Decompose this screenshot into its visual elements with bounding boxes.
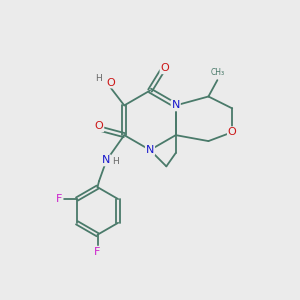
Text: O: O xyxy=(106,77,115,88)
Text: F: F xyxy=(56,194,62,204)
Text: O: O xyxy=(228,127,237,137)
Text: F: F xyxy=(94,247,101,256)
Text: N: N xyxy=(146,145,154,155)
Text: N: N xyxy=(102,155,111,165)
Text: H: H xyxy=(112,158,119,166)
Text: N: N xyxy=(172,100,180,110)
Text: O: O xyxy=(160,63,169,73)
Text: O: O xyxy=(94,121,103,131)
Text: H: H xyxy=(95,74,101,83)
Text: CH₃: CH₃ xyxy=(210,68,224,76)
